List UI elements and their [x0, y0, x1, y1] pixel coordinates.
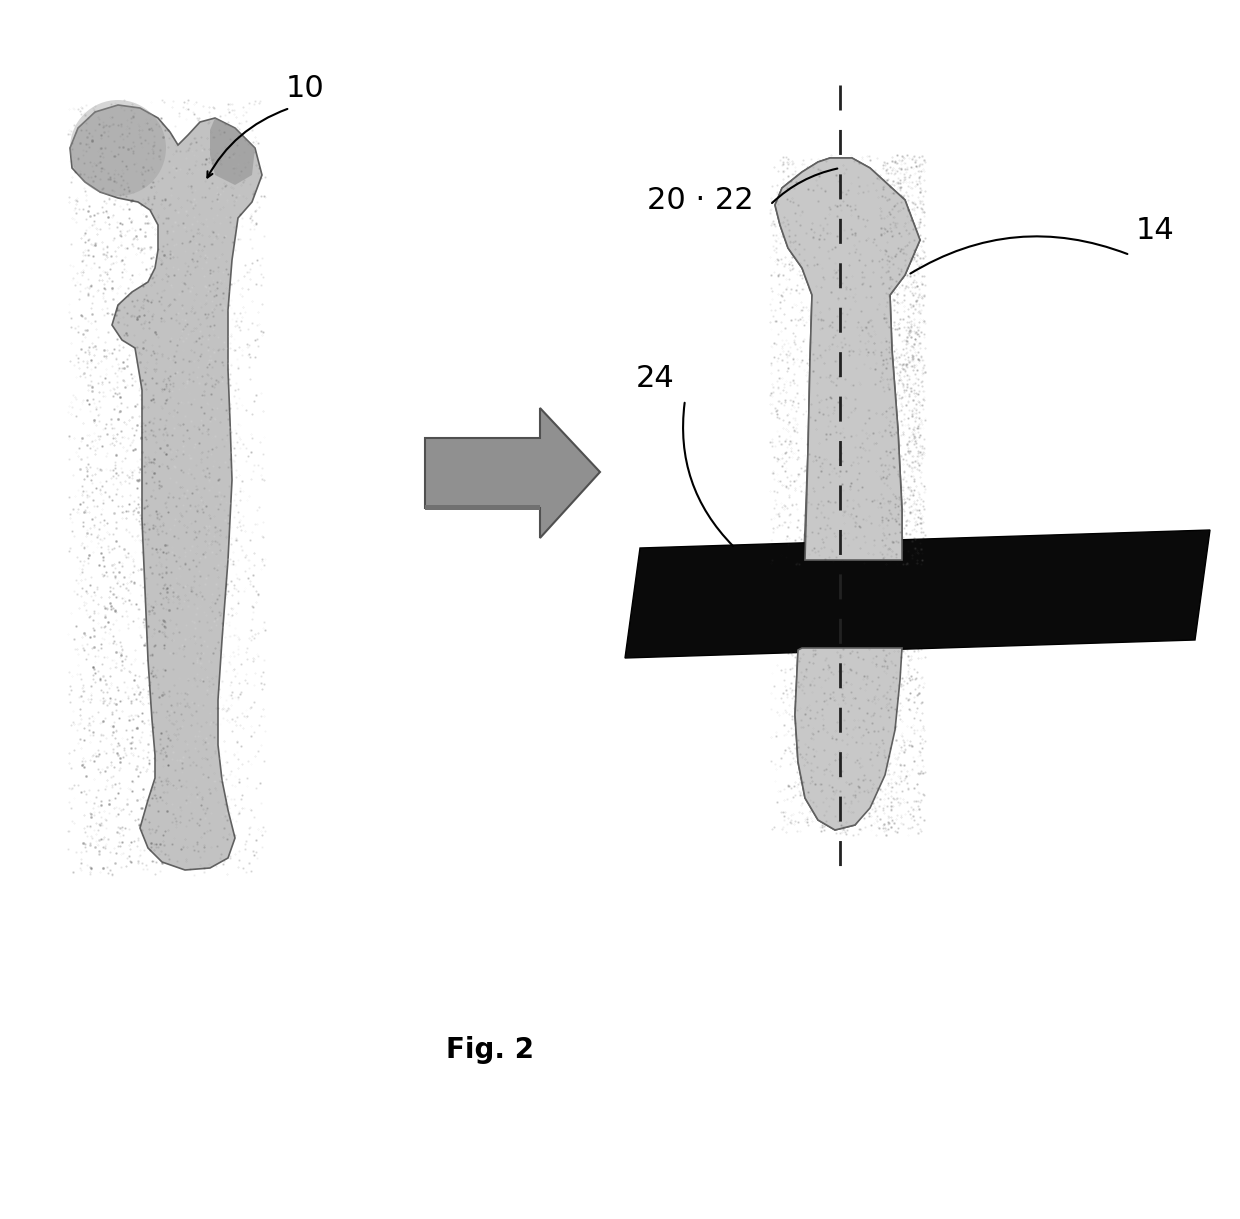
- Polygon shape: [69, 105, 262, 870]
- Text: 10: 10: [285, 73, 325, 102]
- Circle shape: [69, 100, 166, 196]
- Polygon shape: [210, 118, 255, 185]
- Polygon shape: [775, 158, 920, 830]
- Polygon shape: [625, 530, 1210, 658]
- Polygon shape: [425, 408, 600, 538]
- Text: Fig. 2: Fig. 2: [446, 1036, 534, 1064]
- Polygon shape: [425, 505, 539, 510]
- Polygon shape: [795, 649, 901, 830]
- Polygon shape: [775, 158, 920, 560]
- Text: 20 · 22: 20 · 22: [647, 185, 754, 215]
- Text: 14: 14: [1136, 216, 1174, 245]
- Text: 24: 24: [636, 363, 675, 393]
